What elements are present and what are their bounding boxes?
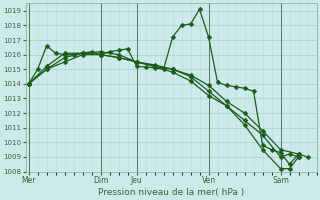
X-axis label: Pression niveau de la mer( hPa ): Pression niveau de la mer( hPa ) xyxy=(98,188,244,197)
